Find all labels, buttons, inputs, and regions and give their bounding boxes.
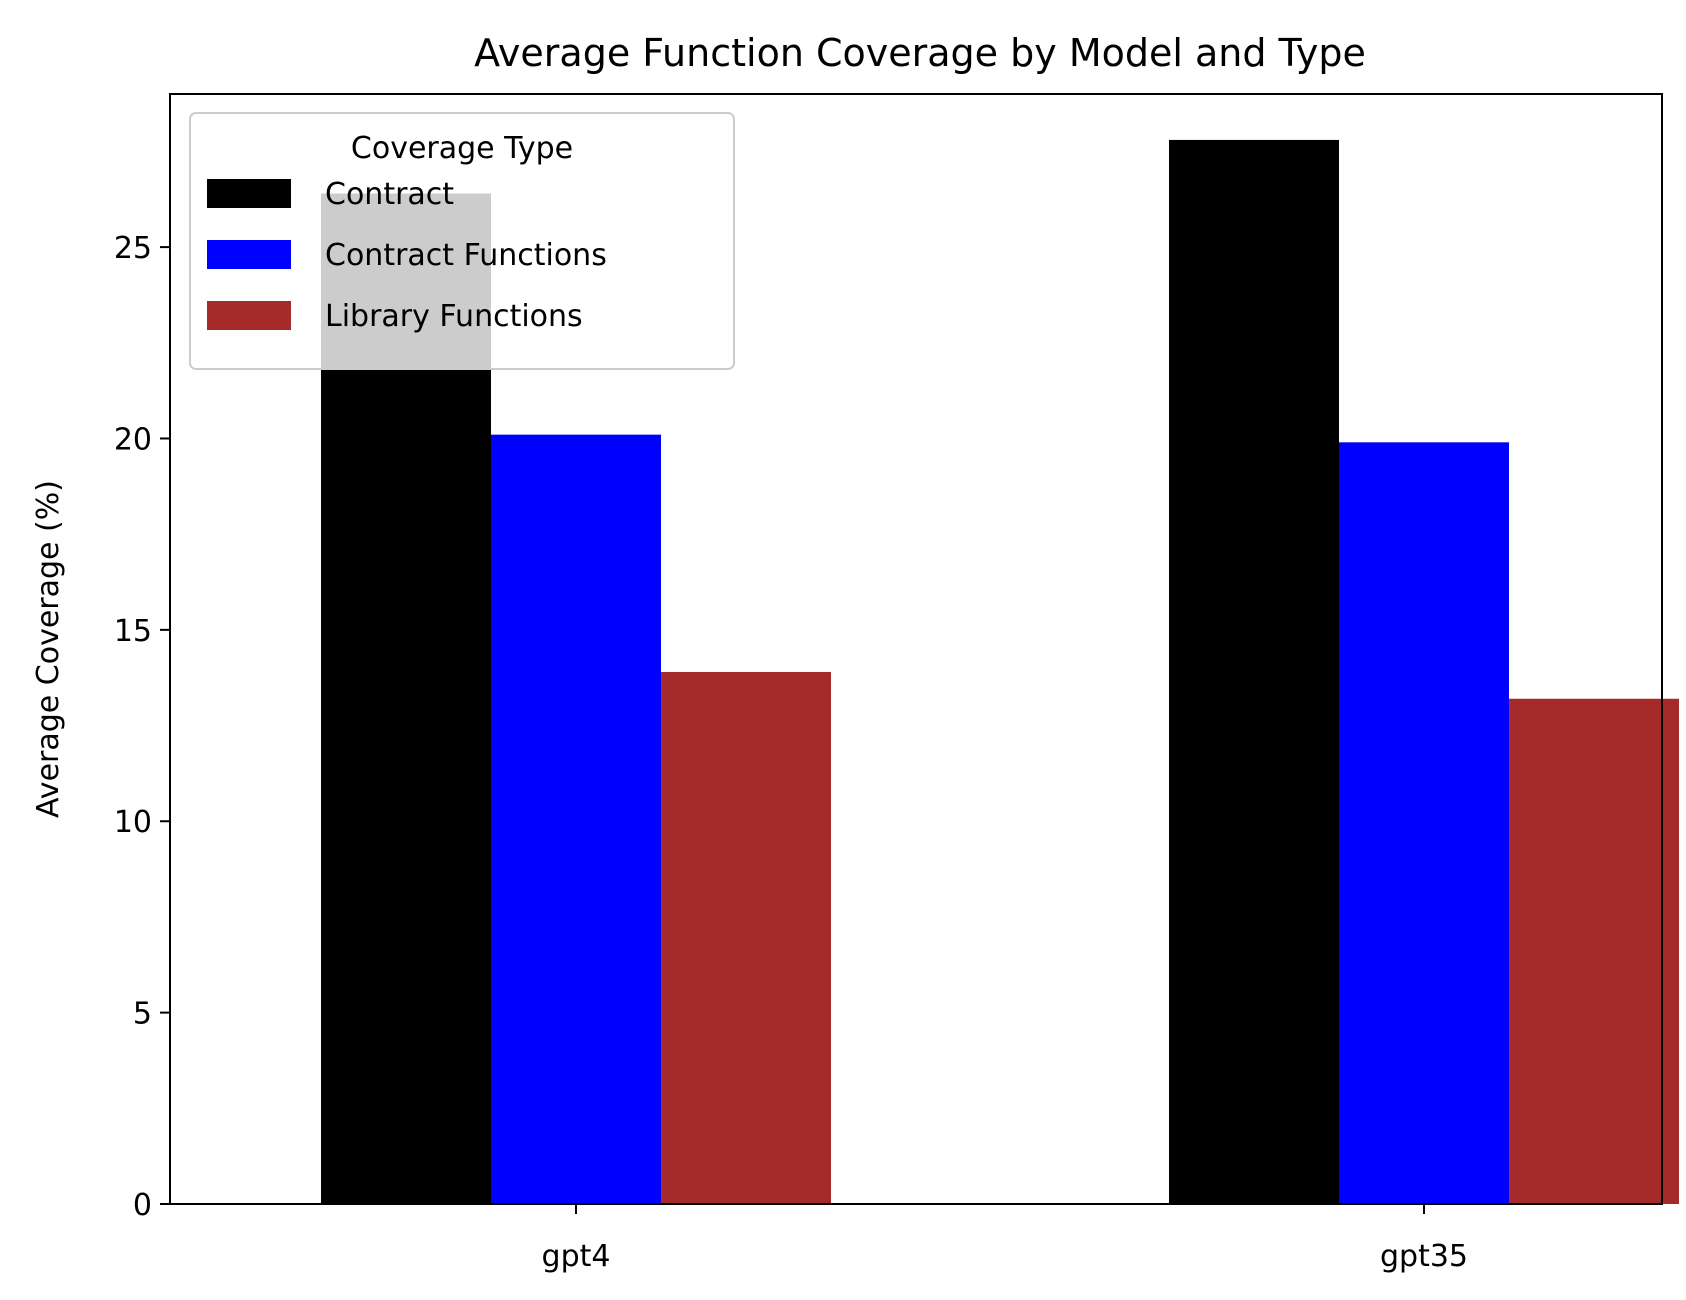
- legend-label-library-functions: Library Functions: [325, 299, 583, 334]
- legend-title: Coverage Type: [351, 131, 573, 166]
- x-tick-label: gpt35: [1380, 1239, 1468, 1274]
- x-axis: gpt4 gpt35: [542, 1204, 1468, 1274]
- y-tick-label: 15: [114, 614, 152, 649]
- legend: Coverage Type Contract Contract Functions…: [189, 112, 735, 370]
- chart-title: Average Function Coverage by Model and T…: [474, 31, 1366, 75]
- legend-swatch-library-functions: [207, 301, 291, 330]
- y-tick-label: 20: [114, 422, 152, 457]
- legend-items: Contract Contract Functions Library Functi…: [207, 177, 607, 334]
- y-tick-label: 10: [114, 805, 152, 840]
- plot-frame: [169, 93, 1663, 1205]
- y-tick-label: 25: [114, 231, 152, 266]
- bars-group: [321, 139, 1679, 1205]
- y-tick-label: 5: [133, 997, 152, 1032]
- bar-contract-functions-gpt4: [491, 434, 661, 1205]
- legend-swatch-contract-functions: [207, 240, 291, 269]
- x-tick-label: gpt4: [542, 1239, 611, 1274]
- legend-label-contract-functions: Contract Functions: [325, 238, 607, 273]
- legend-box: [189, 112, 735, 370]
- legend-label-contract: Contract: [325, 177, 454, 212]
- bar-contract-gpt35: [1169, 139, 1339, 1204]
- bar-contract-functions-gpt35: [1339, 442, 1509, 1205]
- y-axis-label: Average Coverage (%): [31, 480, 66, 818]
- bar-library-functions-gpt35: [1509, 698, 1679, 1204]
- legend-swatch-contract: [207, 179, 291, 208]
- y-tick-label: 0: [133, 1188, 152, 1223]
- bar-library-functions-gpt4: [661, 671, 831, 1204]
- y-axis: 0 5 10 15 20 25: [114, 231, 170, 1223]
